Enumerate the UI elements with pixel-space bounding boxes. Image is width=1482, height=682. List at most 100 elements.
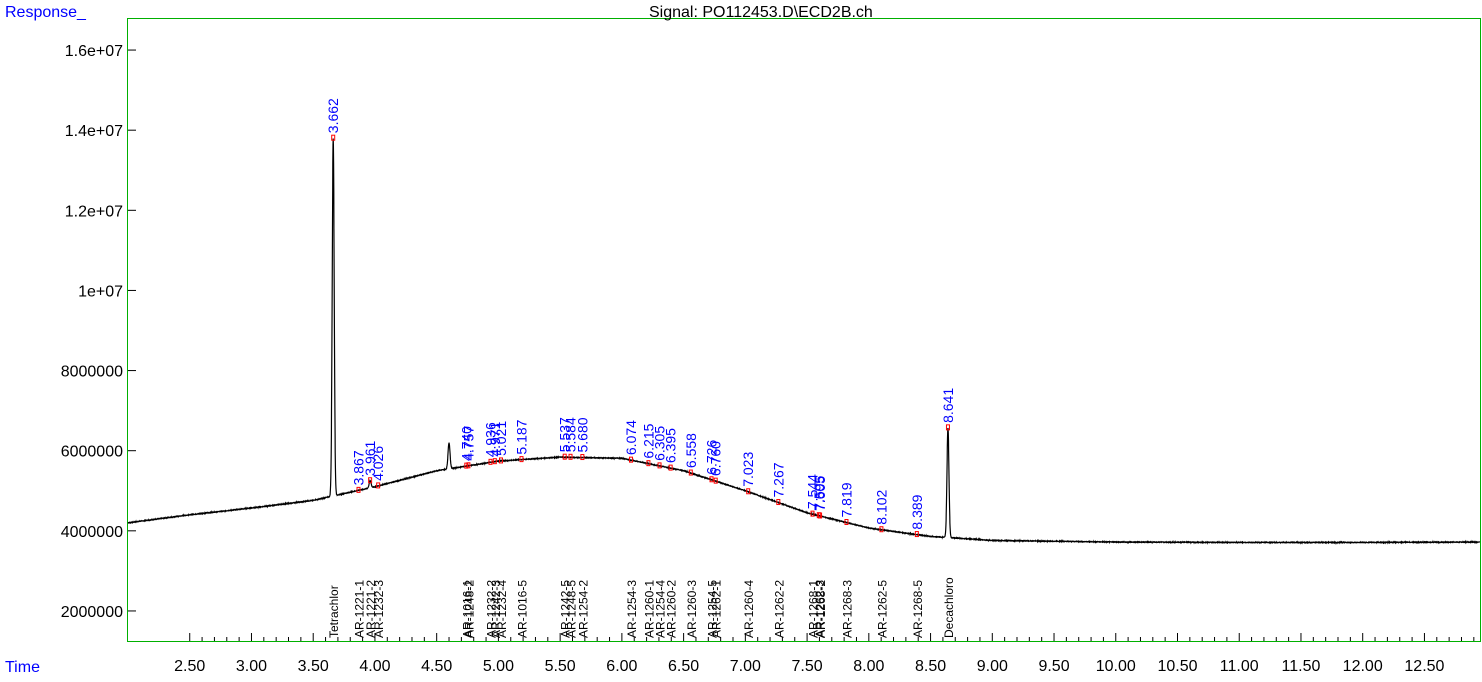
peak-marker — [914, 531, 919, 538]
compound-label: AR-1268-2 — [814, 580, 828, 638]
peak-marker — [519, 456, 524, 463]
compound-label: AR-1242-3 — [489, 580, 503, 638]
rt-label: 6.558 — [683, 433, 699, 468]
x-tick-label: 5.50 — [545, 658, 576, 675]
rt-label: 5.021 — [493, 421, 509, 456]
compound-label: AR-1016-1 — [460, 580, 474, 638]
x-tick-label: 10.00 — [1096, 658, 1136, 675]
plot-frame — [127, 18, 1481, 642]
compound-label: AR-1016-5 — [516, 580, 530, 638]
chart-title: Signal: PO112453.D\ECD2B.ch — [649, 4, 873, 21]
x-tick-label: 7.50 — [792, 658, 823, 675]
rt-label: 7.819 — [839, 482, 855, 517]
compound-label: AR-1260-4 — [742, 580, 756, 638]
y-tick-label: 6000000 — [61, 444, 123, 461]
y-axis-label: Response_ — [5, 4, 87, 21]
compound-label: AR-1242-5 — [559, 580, 573, 638]
compound-label: Decachloro — [942, 577, 956, 638]
x-tick-label: 10.50 — [1157, 658, 1197, 675]
rt-label: 5.584 — [563, 417, 579, 452]
x-tick-label: 4.00 — [359, 658, 390, 675]
peak-marker — [492, 458, 497, 465]
rt-label: 7.267 — [770, 462, 786, 497]
rt-label: 6.726 — [704, 440, 720, 475]
x-tick-label: 8.00 — [853, 658, 884, 675]
x-tick-label: 9.00 — [977, 658, 1008, 675]
peak-marker — [810, 510, 815, 517]
rt-label: 6.215 — [640, 423, 656, 458]
y-tick-label: 2000000 — [61, 604, 123, 621]
peak-marker — [580, 454, 585, 461]
rt-label: 8.641 — [940, 388, 956, 423]
compound-label: AR-1254-3 — [625, 580, 639, 638]
compound-label: AR-1232-4 — [495, 580, 509, 638]
y-tick-label: 1.2e+07 — [65, 203, 123, 220]
y-tick-label: 1.6e+07 — [65, 43, 123, 60]
x-tick-label: 3.50 — [298, 658, 329, 675]
peak-marker — [844, 519, 849, 526]
compound-label: AR-1262-1 — [710, 580, 724, 638]
peak-marker — [688, 469, 693, 476]
peak-markers — [331, 134, 950, 538]
peak-marker — [562, 453, 567, 460]
peak-marker — [499, 457, 504, 464]
rt-label: 4.740 — [458, 426, 474, 461]
rt-label: 4.026 — [370, 446, 386, 481]
compound-label: AR-1232-2 — [485, 580, 499, 638]
compound-label: AR-1232-3 — [372, 580, 386, 638]
x-tick-label: 9.50 — [1038, 658, 1069, 675]
compound-label: AR-1248-5 — [565, 580, 579, 638]
x-tick-label: 11.00 — [1220, 658, 1259, 675]
signal-trace — [127, 138, 1481, 545]
axis-ticks: 2.50 3.00 3.50 4.00 4.50 5.00 5.50 6.00 6.50 7.00… — [61, 43, 1475, 675]
compound-label: Tetrachlor — [327, 585, 341, 638]
x-tick-label: 12.50 — [1404, 658, 1444, 675]
peak-marker — [464, 462, 469, 469]
rt-label: 4.936 — [483, 422, 499, 457]
rt-label: 5.187 — [514, 419, 530, 454]
rt-label: 7.023 — [740, 452, 756, 487]
peak-marker — [668, 464, 673, 471]
peak-marker — [376, 482, 381, 489]
peak-marker — [945, 424, 950, 431]
x-tick-label: 3.00 — [236, 658, 267, 675]
rt-label: 4.971 — [487, 421, 503, 456]
peak-marker — [629, 456, 634, 463]
peak-marker — [331, 134, 336, 141]
compound-label: AR-1262-3 — [813, 580, 827, 638]
rt-label: 8.389 — [909, 494, 925, 529]
compound-label: AR-1262-2 — [772, 580, 786, 638]
compound-label: AR-1221-1 — [353, 580, 367, 638]
compound-label: AR-1260-2 — [665, 580, 679, 638]
compound-label: AR-1248-2 — [462, 580, 476, 638]
compound-label: AR-1221-2 — [364, 580, 378, 638]
rt-label: 6.074 — [623, 420, 639, 455]
compound-label: AR-1254-5 — [706, 580, 720, 638]
compound-label: AR-1268-1 — [807, 580, 821, 638]
compound-label: AR-1262-5 — [875, 580, 889, 638]
x-axis-label: Time — [5, 659, 40, 676]
peak-marker — [879, 526, 884, 533]
x-tick-label: 5.00 — [483, 658, 514, 675]
compound-label: AR-1268-5 — [911, 580, 925, 638]
rt-label: 8.102 — [873, 489, 889, 524]
x-tick-label: 6.00 — [606, 658, 637, 675]
peak-marker — [368, 477, 373, 484]
x-tick-label: 2.50 — [174, 658, 205, 675]
peak-marker — [488, 458, 493, 465]
rt-label: 7.544 — [805, 474, 821, 509]
x-tick-label: 11.50 — [1282, 658, 1321, 675]
rt-label: 4.757 — [460, 426, 476, 461]
y-tick-label: 1e+07 — [78, 283, 123, 300]
compound-label: AR-1268-3 — [841, 580, 855, 638]
rt-label: 7.605 — [812, 476, 828, 511]
peak-marker — [746, 488, 751, 495]
rt-label: 7.595 — [811, 475, 827, 510]
y-tick-label: 4000000 — [61, 524, 123, 541]
rt-label: 3.867 — [351, 450, 367, 485]
peak-marker — [818, 512, 823, 519]
peak-marker — [466, 462, 471, 469]
